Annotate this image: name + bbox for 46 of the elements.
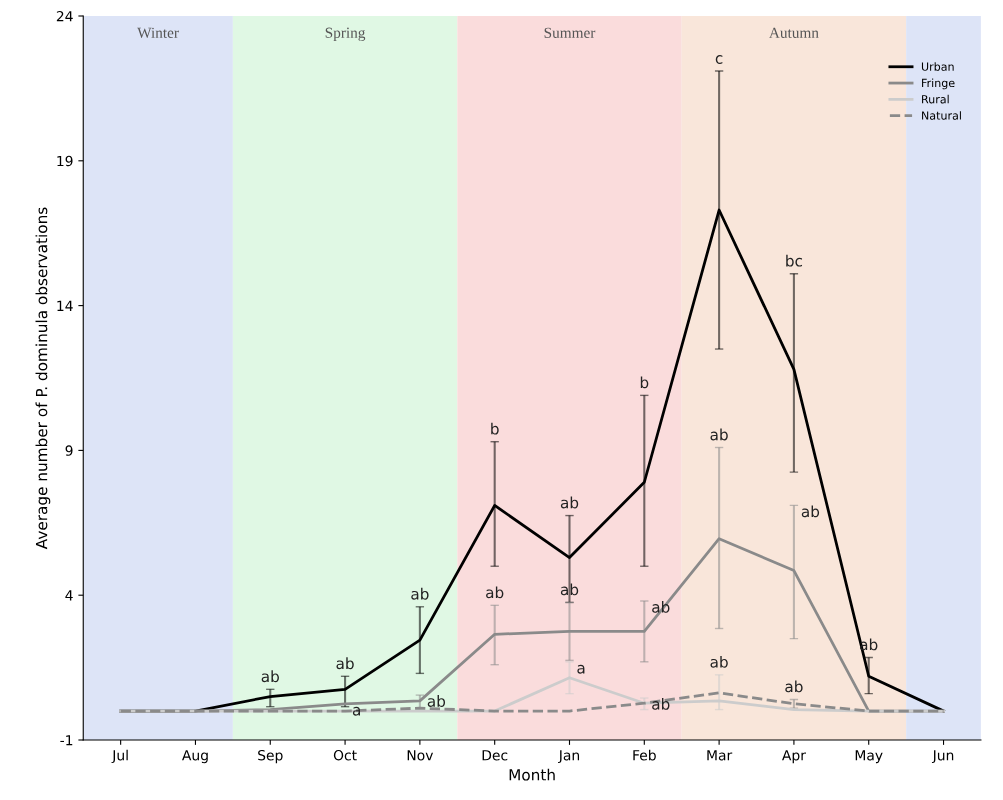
y-tick-label: 9 (65, 445, 73, 456)
x-tick-label: Dec (482, 750, 508, 761)
band-label: Summer (544, 27, 596, 38)
x-tick-label: Sep (258, 749, 283, 764)
band-label: Autumn (769, 27, 819, 38)
legend-label: Urban (921, 62, 954, 71)
annotation: ab (801, 505, 820, 518)
annotation: ab (710, 428, 728, 441)
annotation: ab (710, 655, 728, 668)
x-tick-label: Jan (558, 750, 580, 764)
legend-label: Fringe (922, 78, 955, 90)
annotation: ab (652, 698, 670, 710)
annotation: ab (411, 587, 429, 600)
y-tick-label: 19 (57, 155, 73, 167)
x-tick-label: Aug (182, 750, 208, 764)
band-label: Spring (325, 27, 366, 42)
y-tick-label: 14 (57, 300, 73, 311)
annotation: ab (785, 680, 803, 693)
x-axis-title: Month (509, 768, 555, 781)
annotation: b (640, 376, 649, 389)
x-tick-label: Mar (707, 750, 733, 761)
annotation: ab (560, 496, 579, 509)
y-tick-label: 4 (65, 590, 73, 601)
y-axis-title: Average number of P. dominula observations (35, 207, 51, 550)
annotation: ab (261, 670, 279, 683)
y-tick-label: 24 (56, 10, 73, 22)
x-tick-label: Oct (333, 749, 357, 761)
x-tick-label: Jun (931, 750, 954, 764)
annotation: ab (486, 586, 504, 599)
legend-label: Natural (922, 111, 961, 120)
annotation: bc (786, 254, 803, 267)
y-tick-label: -1 (60, 735, 73, 746)
annotation: c (715, 55, 723, 64)
annotation: ab (427, 695, 446, 707)
x-tick-label: Jul (111, 749, 128, 764)
x-tick-label: May (855, 750, 883, 764)
legend-label: Rural (922, 94, 949, 104)
annotation: ab (336, 657, 354, 670)
annotation: a (577, 664, 585, 674)
annotation: b (491, 422, 499, 435)
annotation: a (352, 706, 360, 716)
band-label: Winter (137, 27, 179, 39)
annotation: ab (652, 600, 670, 613)
x-tick-label: Feb (633, 749, 656, 761)
x-tick-label: Apr (782, 750, 806, 764)
x-tick-label: Nov (407, 750, 434, 761)
